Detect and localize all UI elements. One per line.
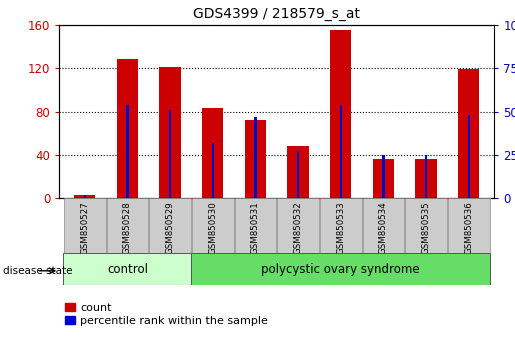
Bar	[373, 159, 394, 198]
Bar	[160, 67, 181, 198]
Bar	[107, 198, 148, 253]
Text: disease state: disease state	[3, 266, 72, 276]
Text: control: control	[107, 263, 148, 275]
Text: GSM850536: GSM850536	[465, 201, 473, 254]
Bar	[448, 198, 490, 253]
Bar	[320, 198, 362, 253]
Bar	[126, 104, 129, 198]
Bar	[74, 195, 95, 198]
Bar	[287, 146, 309, 198]
Text: GSM850528: GSM850528	[123, 201, 132, 254]
Bar	[254, 117, 257, 198]
Bar	[297, 152, 299, 198]
Bar	[339, 104, 342, 198]
Text: GSM850530: GSM850530	[208, 201, 217, 254]
Text: GSM850534: GSM850534	[379, 201, 388, 254]
Text: GSM850532: GSM850532	[294, 201, 303, 254]
Text: polycystic ovary syndrome: polycystic ovary syndrome	[262, 263, 420, 275]
Bar	[468, 115, 470, 198]
Bar	[277, 198, 319, 253]
Bar	[192, 198, 234, 253]
Title: GDS4399 / 218579_s_at: GDS4399 / 218579_s_at	[193, 7, 360, 21]
Bar	[234, 198, 277, 253]
Text: GSM850535: GSM850535	[422, 201, 431, 254]
Text: GSM850531: GSM850531	[251, 201, 260, 254]
Text: GSM850529: GSM850529	[166, 201, 175, 253]
Bar	[202, 108, 224, 198]
Bar	[63, 253, 192, 285]
Bar	[83, 195, 86, 198]
Bar	[425, 155, 427, 198]
Bar	[405, 198, 447, 253]
Bar	[192, 253, 490, 285]
Bar	[117, 59, 138, 198]
Text: GSM850527: GSM850527	[80, 201, 89, 254]
Bar	[212, 143, 214, 198]
Bar	[64, 198, 106, 253]
Text: GSM850533: GSM850533	[336, 201, 346, 254]
Bar	[169, 110, 171, 198]
Bar	[363, 198, 404, 253]
Legend: count, percentile rank within the sample: count, percentile rank within the sample	[65, 303, 268, 326]
Bar	[149, 198, 191, 253]
Bar	[382, 155, 385, 198]
Bar	[245, 120, 266, 198]
Bar	[330, 30, 351, 198]
Bar	[416, 159, 437, 198]
Bar	[458, 69, 479, 198]
